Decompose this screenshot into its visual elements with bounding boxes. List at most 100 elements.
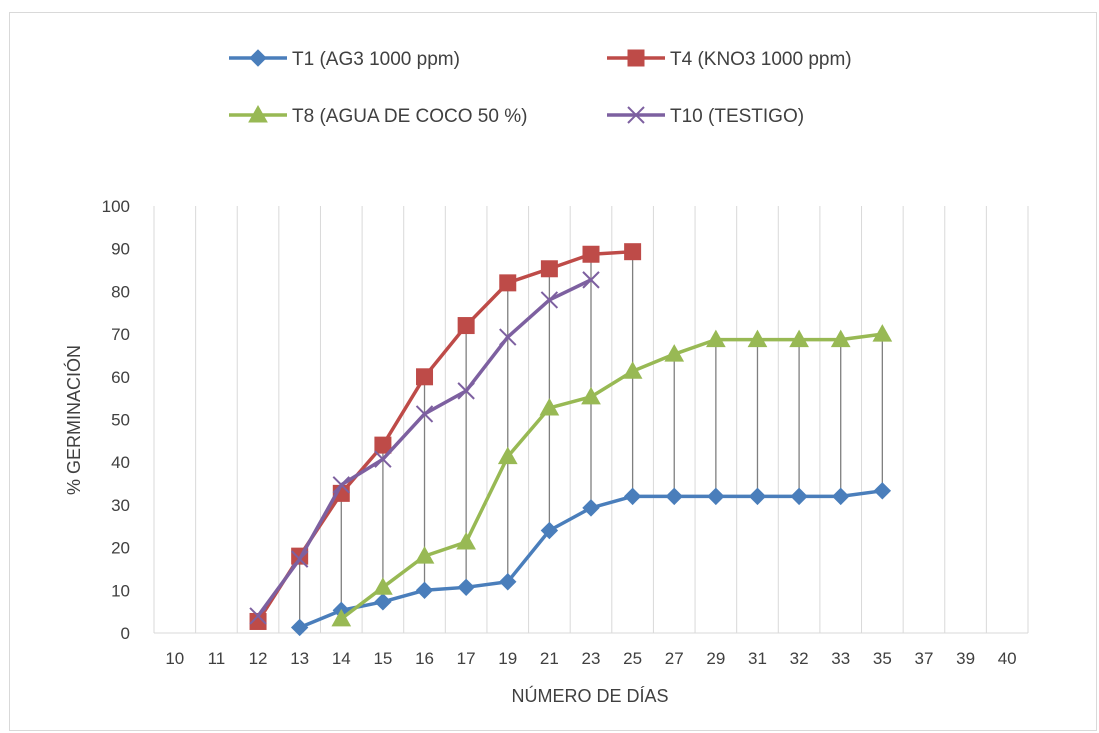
data-point: [290, 618, 309, 637]
x-tick-label: 12: [249, 649, 268, 668]
data-point: [747, 329, 768, 348]
y-axis-title: % GERMINACIÓN: [63, 345, 84, 495]
vertical-gridlines: [195, 206, 1029, 633]
y-tick-label: 40: [111, 453, 130, 472]
x-tick-label: 10: [165, 649, 184, 668]
y-tick-label: 80: [111, 282, 130, 301]
legend-item-2: T8 (AGUA DE COCO 50 %): [229, 104, 527, 127]
y-tick-label: 20: [111, 539, 130, 558]
marker-stroke: [627, 106, 645, 124]
x-tick-label: 15: [373, 649, 392, 668]
legend-item-0: T1 (AG3 1000 ppm): [229, 49, 460, 70]
x-axis-title: NÚMERO DE DÍAS: [511, 685, 668, 706]
x-tick-label: 27: [665, 649, 684, 668]
x-tick-label: 19: [498, 649, 517, 668]
x-tick-label: 17: [457, 649, 476, 668]
data-point: [581, 386, 601, 405]
data-point: [290, 550, 309, 568]
data-point: [832, 487, 850, 506]
data-point: [415, 405, 434, 423]
data-point: [414, 546, 435, 564]
legend-label: T10 (TESTIGO): [670, 106, 804, 127]
data-point: [582, 271, 600, 289]
y-tick-label: 10: [111, 581, 130, 600]
x-tick-label: 39: [956, 649, 975, 668]
data-point: [374, 593, 392, 611]
marker-stroke: [457, 382, 475, 400]
data-point: [790, 487, 808, 506]
data-point: [457, 382, 475, 400]
data-point: [415, 581, 434, 600]
y-tick-label: 60: [111, 368, 130, 387]
data-point: [374, 436, 392, 454]
marker-stroke: [540, 291, 559, 309]
legend-marker: [627, 106, 645, 124]
marker-stroke: [249, 607, 267, 625]
marker-stroke: [332, 476, 350, 494]
legend-item-3: T10 (TESTIGO): [607, 106, 804, 127]
chart-frame: [9, 12, 1097, 731]
x-tick-label: 16: [415, 649, 434, 668]
series-lines: [249, 243, 893, 637]
data-point: [582, 245, 600, 263]
legend-marker: [249, 49, 267, 67]
data-point: [872, 324, 893, 342]
x-tick-label: 40: [998, 649, 1017, 668]
legend: T1 (AG3 1000 ppm) T4 (KNO3 1000 ppm) T8 (A…: [229, 49, 852, 127]
data-point: [540, 521, 559, 540]
data-point: [331, 608, 352, 627]
x-tick-label: 35: [873, 649, 892, 668]
data-point: [374, 450, 392, 468]
x-tick-label: 31: [748, 649, 767, 668]
axes: 0 10 20 30 40 50 60 70 80 90 100 10 11 12 13 14 15 16 17 19…: [102, 197, 1028, 668]
y-tick-label: 30: [111, 496, 130, 515]
data-point: [789, 329, 809, 348]
legend-label: T1 (AG3 1000 ppm): [292, 49, 460, 70]
marker-stroke: [499, 328, 517, 346]
data-point: [540, 291, 559, 309]
series-line: [340, 332, 883, 621]
y-tick-label: 50: [111, 411, 130, 430]
data-point: [665, 487, 683, 506]
x-tick-label: 23: [582, 649, 601, 668]
y-tick-label: 0: [121, 624, 130, 643]
data-point: [624, 243, 642, 261]
data-point: [249, 607, 267, 625]
data-point: [830, 329, 851, 348]
legend-marker: [248, 104, 268, 123]
x-tick-label: 32: [790, 649, 809, 668]
data-point: [707, 487, 725, 506]
marker-stroke: [415, 405, 434, 423]
data-point: [416, 368, 434, 386]
y-tick-label: 70: [111, 325, 130, 344]
data-point: [332, 476, 350, 494]
x-tick-label: 33: [831, 649, 850, 668]
legend-item-1: T4 (KNO3 1000 ppm): [607, 49, 852, 70]
series-3: [249, 271, 600, 625]
marker-stroke: [582, 271, 600, 289]
data-point: [499, 274, 517, 292]
data-point: [540, 260, 558, 278]
marker-stroke: [290, 550, 309, 568]
legend-marker: [627, 49, 645, 67]
x-tick-label: 25: [623, 649, 642, 668]
data-point: [622, 361, 643, 379]
x-tick-label: 11: [208, 649, 226, 668]
data-point: [664, 344, 685, 362]
series-2: [331, 324, 893, 627]
data-point: [457, 578, 475, 597]
x-tick-label: 21: [540, 649, 559, 668]
data-point: [582, 499, 600, 517]
data-point: [539, 397, 560, 416]
marker-stroke: [374, 450, 392, 468]
legend-label: T8 (AGUA DE COCO 50 %): [292, 106, 527, 127]
legend-label: T4 (KNO3 1000 ppm): [670, 49, 852, 70]
x-tick-label: 37: [914, 649, 933, 668]
data-point: [457, 317, 475, 335]
data-point: [748, 487, 767, 506]
data-point: [499, 573, 517, 591]
y-tick-label: 90: [111, 240, 130, 259]
data-point: [497, 446, 518, 465]
series-0: [290, 482, 892, 637]
